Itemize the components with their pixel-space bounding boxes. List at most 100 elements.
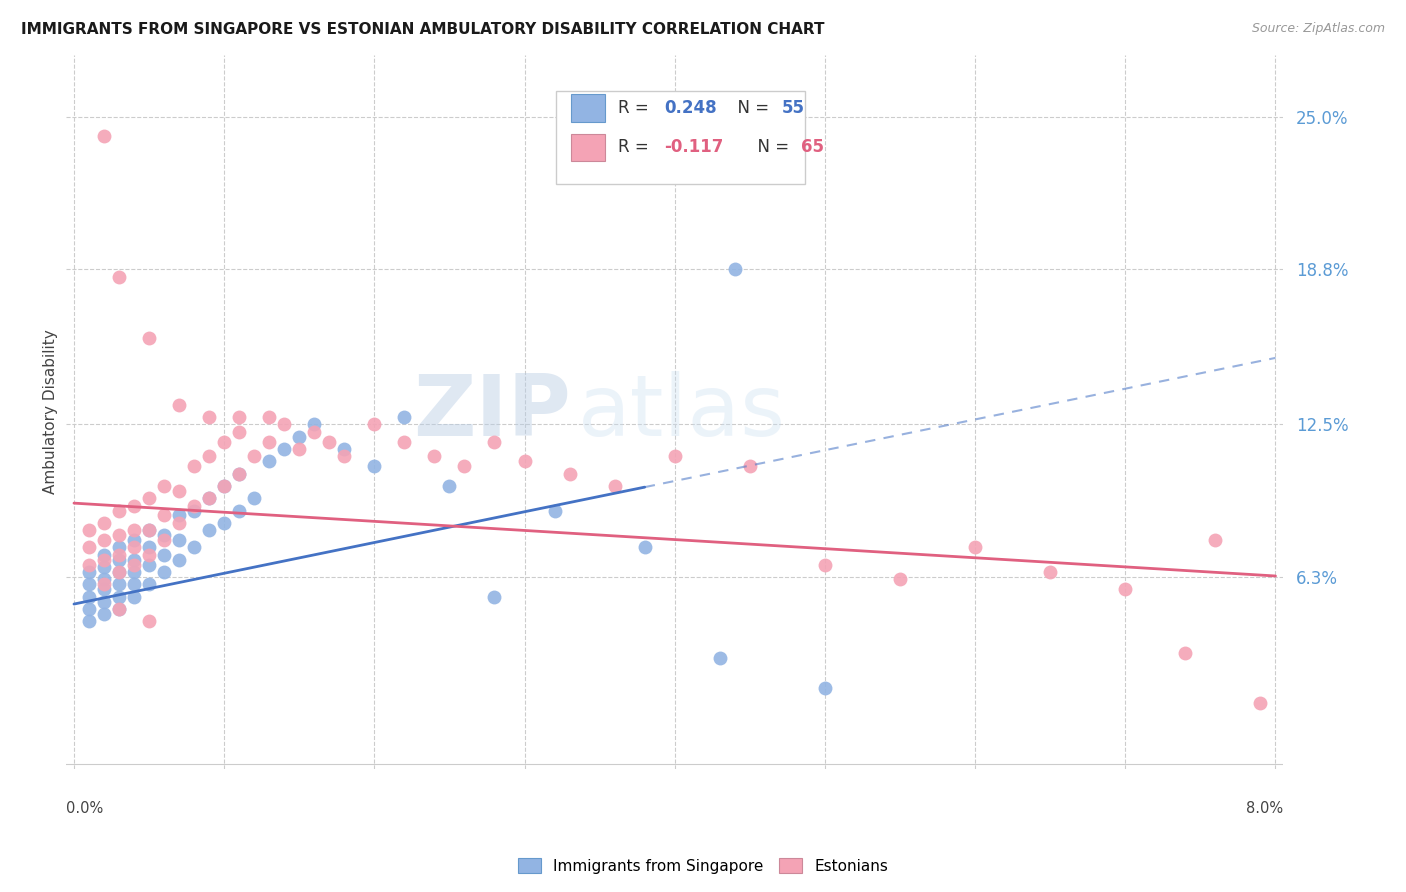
Point [484,434,506,449]
Point [558,467,581,481]
Text: atlas: atlas [578,370,786,453]
Point [257,409,280,424]
Text: N =: N = [727,99,775,117]
Point [183,499,205,513]
Point [108,269,131,284]
Point [814,558,837,572]
Point [93,533,115,547]
Point [108,565,131,579]
Point [108,541,131,555]
Point [603,479,626,493]
Point [183,541,205,555]
Point [122,553,145,567]
Point [167,398,190,412]
Text: -0.117: -0.117 [664,138,723,156]
Point [212,479,235,493]
Point [243,450,266,464]
Point [122,533,145,547]
Point [363,417,385,432]
Text: Source: ZipAtlas.com: Source: ZipAtlas.com [1251,22,1385,36]
Point [318,434,340,449]
Point [1039,565,1062,579]
Text: N =: N = [747,138,794,156]
Point [288,430,311,444]
Point [93,577,115,591]
Point [814,681,837,695]
Point [333,450,356,464]
Point [394,409,416,424]
Point [122,577,145,591]
Point [77,577,100,591]
Text: 65: 65 [801,138,824,156]
Point [304,425,326,439]
Point [108,602,131,616]
Point [423,450,446,464]
Point [93,516,115,530]
Point [138,615,160,629]
Point [304,417,326,432]
Point [122,499,145,513]
Point [93,582,115,597]
Point [77,541,100,555]
Point [77,523,100,537]
Point [198,450,221,464]
Text: IMMIGRANTS FROM SINGAPORE VS ESTONIAN AMBULATORY DISABILITY CORRELATION CHART: IMMIGRANTS FROM SINGAPORE VS ESTONIAN AM… [21,22,824,37]
Point [484,590,506,604]
Point [333,442,356,456]
Bar [571,134,606,161]
Point [257,434,280,449]
Point [77,590,100,604]
Text: 0.0%: 0.0% [66,801,104,816]
Point [93,607,115,621]
Text: 55: 55 [782,99,804,117]
Point [243,491,266,506]
Point [153,528,176,542]
Point [122,565,145,579]
Point [93,560,115,574]
Text: 0.248: 0.248 [664,99,717,117]
Point [183,503,205,517]
Point [153,508,176,523]
Point [167,483,190,498]
Point [153,548,176,562]
Point [738,459,761,474]
Point [212,516,235,530]
Point [543,503,565,517]
Point [108,528,131,542]
Point [167,508,190,523]
Legend: Immigrants from Singapore, Estonians: Immigrants from Singapore, Estonians [512,852,894,880]
Text: R =: R = [617,138,654,156]
Point [93,548,115,562]
Point [138,577,160,591]
Point [288,442,311,456]
Point [212,479,235,493]
Text: R =: R = [617,99,654,117]
Point [108,577,131,591]
Point [93,553,115,567]
Point [965,541,987,555]
Point [273,442,295,456]
Point [453,459,475,474]
Point [122,590,145,604]
Point [138,491,160,506]
Point [228,467,250,481]
Point [93,594,115,608]
Point [1114,582,1136,597]
Point [153,565,176,579]
Point [93,129,115,144]
Point [363,459,385,474]
Point [122,523,145,537]
Point [138,331,160,345]
Point [108,590,131,604]
Text: ZIP: ZIP [413,370,571,453]
Point [1174,646,1197,660]
Point [122,541,145,555]
Point [198,523,221,537]
Point [1249,696,1271,710]
Point [108,565,131,579]
Point [439,479,461,493]
Point [183,459,205,474]
Point [122,558,145,572]
Point [167,516,190,530]
Y-axis label: Ambulatory Disability: Ambulatory Disability [44,330,58,494]
